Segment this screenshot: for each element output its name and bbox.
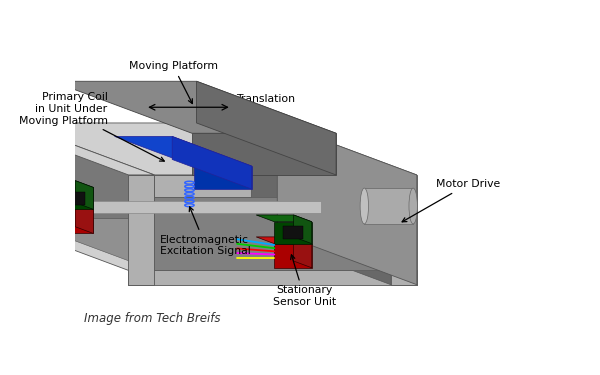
Polygon shape bbox=[56, 209, 94, 234]
Text: Stationary
Sensor Unit: Stationary Sensor Unit bbox=[0, 374, 1, 375]
Polygon shape bbox=[274, 244, 312, 268]
Polygon shape bbox=[277, 123, 417, 285]
Polygon shape bbox=[0, 123, 154, 175]
Text: Stationary
Sensor Unit: Stationary Sensor Unit bbox=[272, 255, 336, 307]
Polygon shape bbox=[192, 133, 336, 175]
Text: Moving Platform: Moving Platform bbox=[129, 61, 218, 104]
Text: Translation: Translation bbox=[236, 94, 295, 104]
Polygon shape bbox=[75, 202, 94, 234]
Polygon shape bbox=[283, 226, 303, 239]
Polygon shape bbox=[251, 123, 417, 175]
Polygon shape bbox=[154, 175, 391, 197]
Polygon shape bbox=[52, 81, 336, 133]
Polygon shape bbox=[274, 222, 312, 244]
Text: Image from Tech Breifs: Image from Tech Breifs bbox=[84, 312, 221, 325]
Polygon shape bbox=[172, 136, 252, 189]
Polygon shape bbox=[194, 166, 252, 189]
Polygon shape bbox=[56, 188, 94, 209]
Polygon shape bbox=[251, 123, 391, 285]
Polygon shape bbox=[115, 136, 252, 166]
Ellipse shape bbox=[360, 188, 368, 224]
Polygon shape bbox=[75, 181, 94, 209]
Polygon shape bbox=[128, 175, 154, 285]
Polygon shape bbox=[293, 215, 312, 244]
Polygon shape bbox=[293, 237, 312, 268]
Polygon shape bbox=[256, 215, 312, 222]
Polygon shape bbox=[65, 192, 85, 205]
Polygon shape bbox=[364, 188, 413, 224]
Ellipse shape bbox=[409, 188, 418, 224]
Polygon shape bbox=[0, 123, 277, 232]
Polygon shape bbox=[15, 123, 391, 175]
Text: Primary Coil
in Unit Under
Moving Platform: Primary Coil in Unit Under Moving Platfo… bbox=[19, 92, 164, 161]
Polygon shape bbox=[197, 81, 336, 175]
Text: Electromagnetic
Excitation Signal: Electromagnetic Excitation Signal bbox=[160, 207, 251, 256]
Polygon shape bbox=[38, 181, 94, 188]
Polygon shape bbox=[391, 175, 417, 285]
Polygon shape bbox=[128, 270, 417, 285]
Polygon shape bbox=[15, 218, 391, 270]
Polygon shape bbox=[38, 202, 94, 209]
Polygon shape bbox=[256, 237, 312, 244]
Text: Motor Drive: Motor Drive bbox=[402, 179, 500, 222]
Ellipse shape bbox=[82, 201, 87, 213]
Polygon shape bbox=[0, 218, 417, 270]
Polygon shape bbox=[154, 197, 391, 270]
Polygon shape bbox=[85, 201, 321, 213]
